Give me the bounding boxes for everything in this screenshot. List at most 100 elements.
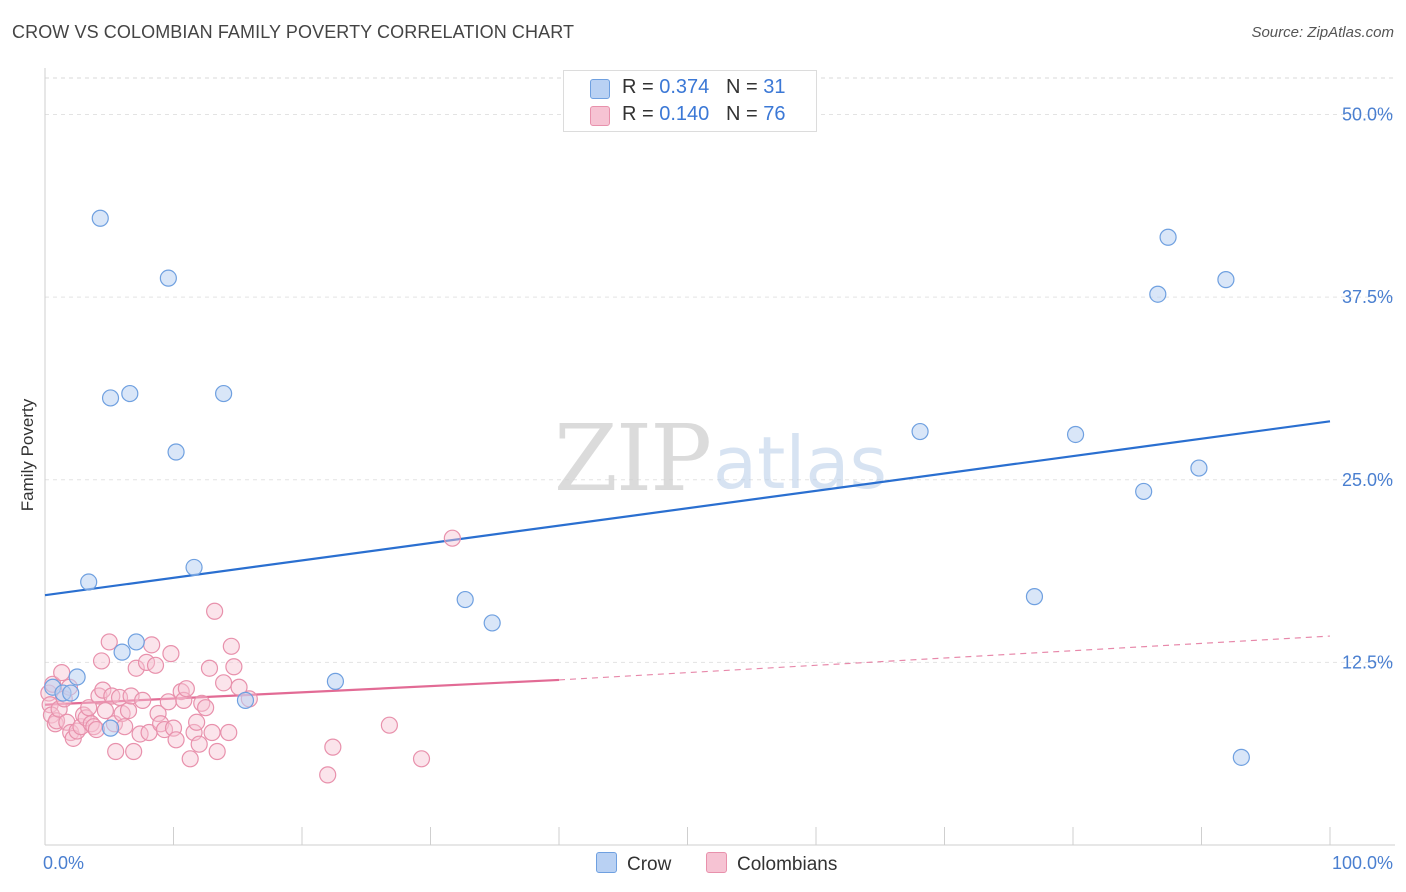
colombians-n-label: N = [725,103,764,125]
colombians-point [119,701,138,720]
x-tick-label-max: 100.0% [1332,853,1393,873]
crow-point [68,668,86,686]
crow-point [215,384,233,403]
crow-point [1159,228,1177,246]
crow-point [1232,748,1250,766]
watermark-zip: ZIP [554,405,710,512]
colombians-point [324,738,342,756]
crow-point [236,691,255,709]
crow-r-value: 0.374 [659,76,710,98]
colombians-point [197,699,215,717]
tick-labels: 12.5% 25.0% 37.5% 50.0% 0.0% 100.0% [43,105,1393,873]
colombians-point [127,659,145,677]
colombians-point [222,637,240,655]
crow-point [127,633,145,651]
crow-point [167,443,185,461]
crow-point [326,672,345,690]
bottom-crow-swatch [596,852,617,873]
colombians-n-value: 76 [763,103,786,125]
crow-point [101,719,120,737]
stats-legend: R = 0.374 N = 31 R = 0.140 N = 76 [563,70,817,132]
colombians-point [143,636,161,654]
colombians-point [134,691,152,709]
y-tick-label: 12.5% [1342,652,1393,672]
bottom-legend-crow: Crow [596,852,671,876]
colombians-point [319,766,337,784]
colombians-point [190,735,208,753]
crow-point [1190,459,1208,477]
colombians-point [200,659,219,677]
crow-point [1217,271,1235,289]
colombians-point [146,656,165,674]
colombians-point [181,750,199,768]
trend-lines [44,420,1331,706]
colombians-point [50,700,68,718]
colombians-point [208,742,226,761]
crow-point [113,643,131,661]
colombians-point [380,716,398,734]
colombians-point [125,742,143,761]
y-tick-label: 50.0% [1342,105,1393,125]
crow-n-label: N = [725,76,764,98]
source-label: Source: ZipAtlas.com [1251,24,1394,41]
colombians-point [87,720,106,739]
colombians-point [107,742,125,761]
crow-point [1135,482,1153,501]
colombians-point [96,701,114,720]
axes [44,68,1395,846]
crow-point [483,614,501,632]
colombians-point [85,718,103,736]
crow-point [80,573,98,591]
colombians-point [412,750,431,768]
crow-point [101,389,120,407]
colombians-point [203,723,221,742]
crow-point [159,269,177,287]
crow-point [62,684,80,702]
colombians-point [53,664,71,682]
crow-point [91,209,109,227]
crow-point [911,422,929,441]
crow-n-value: 31 [763,76,786,98]
y-tick-label: 37.5% [1342,287,1393,307]
crow-r-label: R = [622,76,660,98]
bottom-legend-colombians: Colombians [706,852,837,876]
colombians-point [443,529,461,547]
watermark-atlas: atlas [713,421,887,505]
colombians-point [94,681,112,699]
colombians-point [159,693,177,711]
crow-point [1066,425,1085,444]
colombians-r-value: 0.140 [659,103,710,125]
colombians-point [162,645,180,663]
bottom-colombians-label: Colombians [737,854,838,875]
colombians-r-label: R = [622,103,660,125]
chart-title: CROW VS COLOMBIAN FAMILY POVERTY CORRELA… [12,22,575,42]
crow-point [185,558,203,577]
colombians-point [100,633,118,651]
colombians-trend-line [44,678,560,706]
x-tick-label-min: 0.0% [43,853,84,873]
crow-point [121,384,139,403]
colombians-trend-extension [558,635,1331,681]
crow-point [1025,588,1044,606]
crow-swatch [590,79,610,99]
bottom-crow-label: Crow [627,854,672,875]
colombians-point [206,602,224,620]
colombians-swatch [590,106,610,126]
colombians-point [215,674,233,692]
crow-point [1149,285,1167,303]
data-points [40,209,1250,784]
colombians-point [116,718,134,736]
bottom-colombians-swatch [706,852,727,873]
colombians-point [220,723,238,742]
colombians-point [177,680,195,698]
crow-trend-line [44,420,1331,597]
colombians-point [149,704,167,723]
crow-point [456,590,474,609]
y-tick-label: 25.0% [1342,470,1393,490]
colombians-point [188,713,206,731]
colombians-point [225,658,243,676]
colombians-point [92,652,111,670]
gridlines [45,77,1395,663]
colombians-point [167,731,185,749]
